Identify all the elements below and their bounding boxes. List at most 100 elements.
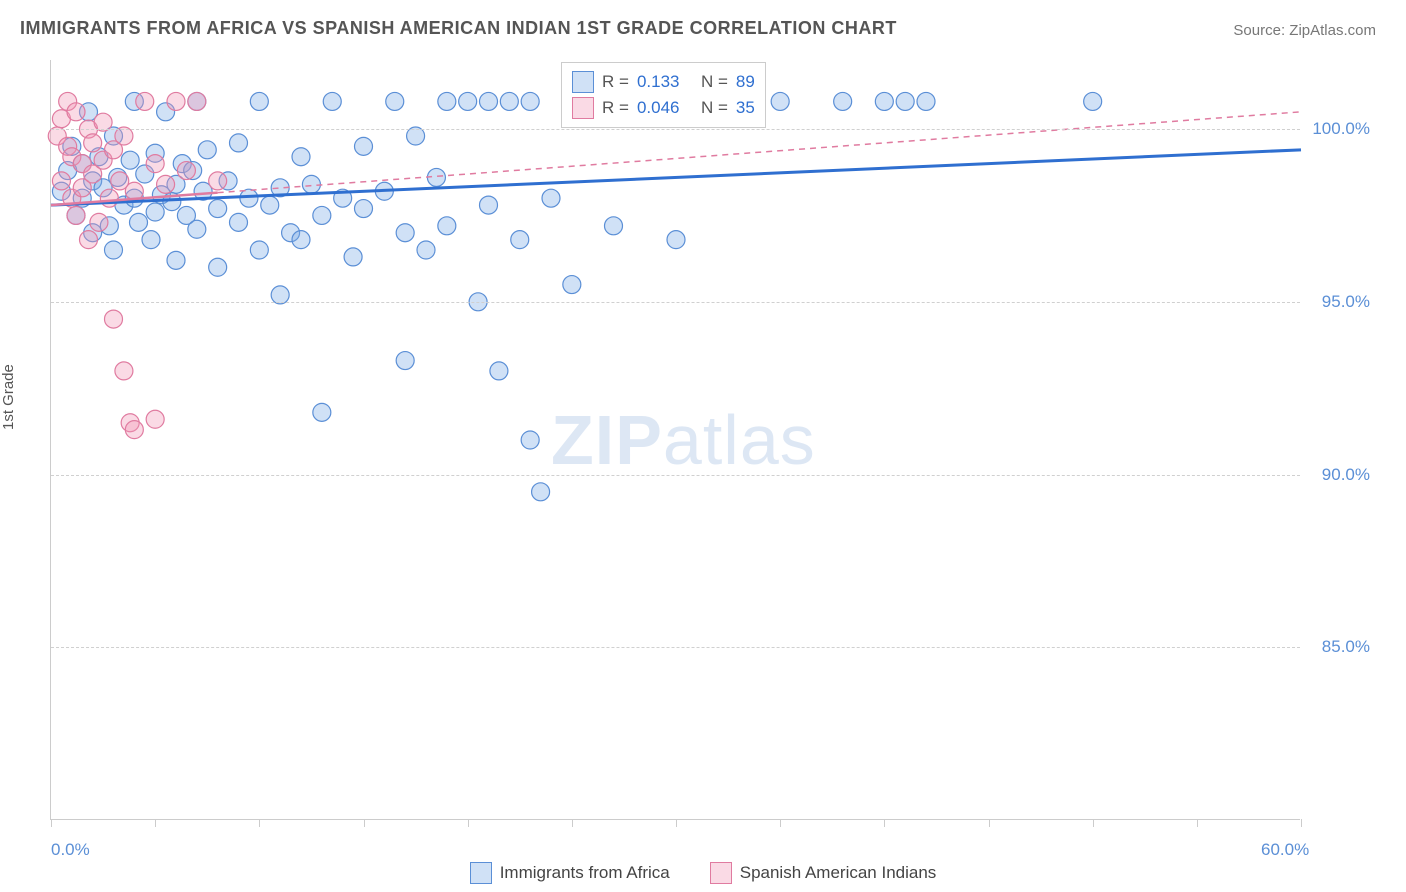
data-point	[521, 92, 539, 110]
data-point	[667, 231, 685, 249]
data-point	[146, 410, 164, 428]
data-point	[417, 241, 435, 259]
x-tick	[259, 819, 260, 827]
data-point	[532, 483, 550, 501]
r-value-1: 0.133	[637, 72, 693, 92]
x-tick	[468, 819, 469, 827]
data-point	[146, 203, 164, 221]
data-point	[563, 276, 581, 294]
x-tick-label: 60.0%	[1261, 840, 1309, 860]
legend-swatch-spanish	[710, 862, 732, 884]
y-tick-label: 100.0%	[1312, 119, 1370, 139]
data-point	[250, 241, 268, 259]
data-point	[230, 213, 248, 231]
x-tick-label: 0.0%	[51, 840, 90, 860]
x-tick	[1093, 819, 1094, 827]
data-point	[188, 92, 206, 110]
data-point	[511, 231, 529, 249]
data-point	[396, 352, 414, 370]
data-point	[480, 196, 498, 214]
r-label-1: R =	[602, 72, 629, 92]
data-point	[84, 134, 102, 152]
source-attribution: Source: ZipAtlas.com	[1233, 22, 1376, 39]
data-point	[313, 206, 331, 224]
y-tick-label: 90.0%	[1322, 465, 1370, 485]
legend-label-africa: Immigrants from Africa	[500, 863, 670, 883]
stats-row-africa: R = 0.133 N = 89	[572, 69, 755, 95]
data-point	[67, 103, 85, 121]
data-point	[355, 137, 373, 155]
data-point	[157, 175, 175, 193]
legend-label-spanish: Spanish American Indians	[740, 863, 937, 883]
x-tick	[572, 819, 573, 827]
x-tick	[989, 819, 990, 827]
data-point	[230, 134, 248, 152]
n-label-2: N =	[701, 98, 728, 118]
plot-area: ZIPatlas R = 0.133 N = 89 R = 0.046 N = …	[50, 60, 1300, 820]
data-point	[875, 92, 893, 110]
x-tick	[884, 819, 885, 827]
data-point	[542, 189, 560, 207]
grid-line	[51, 647, 1300, 648]
n-value-2: 35	[736, 98, 755, 118]
data-point	[90, 213, 108, 231]
data-point	[355, 200, 373, 218]
grid-line	[51, 302, 1300, 303]
data-point	[52, 172, 70, 190]
data-point	[125, 421, 143, 439]
data-point	[209, 258, 227, 276]
swatch-spanish	[572, 97, 594, 119]
legend-item-spanish: Spanish American Indians	[710, 862, 937, 884]
data-point	[198, 141, 216, 159]
watermark-light: atlas	[663, 401, 816, 479]
data-point	[459, 92, 477, 110]
data-point	[121, 151, 139, 169]
data-point	[80, 231, 98, 249]
data-point	[209, 172, 227, 190]
data-point	[115, 362, 133, 380]
data-point	[167, 251, 185, 269]
r-label-2: R =	[602, 98, 629, 118]
data-point	[771, 92, 789, 110]
data-point	[209, 200, 227, 218]
trend-line	[51, 150, 1301, 205]
data-point	[100, 189, 118, 207]
y-axis-label: 1st Grade	[0, 364, 17, 430]
watermark-bold: ZIP	[551, 401, 663, 479]
x-tick	[155, 819, 156, 827]
data-point	[344, 248, 362, 266]
data-point	[105, 310, 123, 328]
data-point	[146, 155, 164, 173]
data-point	[240, 189, 258, 207]
data-point	[323, 92, 341, 110]
data-point	[261, 196, 279, 214]
n-label-1: N =	[701, 72, 728, 92]
data-point	[302, 175, 320, 193]
data-point	[136, 92, 154, 110]
data-point	[500, 92, 518, 110]
data-point	[834, 92, 852, 110]
x-tick	[1301, 819, 1302, 827]
x-tick	[364, 819, 365, 827]
source-prefix: Source:	[1233, 22, 1289, 39]
data-point	[292, 148, 310, 166]
r-value-2: 0.046	[637, 98, 693, 118]
data-point	[167, 92, 185, 110]
y-tick-label: 95.0%	[1322, 292, 1370, 312]
x-tick	[1197, 819, 1198, 827]
data-point	[438, 217, 456, 235]
data-point	[250, 92, 268, 110]
data-point	[105, 241, 123, 259]
x-tick	[676, 819, 677, 827]
data-point	[396, 224, 414, 242]
data-point	[142, 231, 160, 249]
data-point	[480, 92, 498, 110]
data-point	[292, 231, 310, 249]
data-point	[605, 217, 623, 235]
grid-line	[51, 129, 1300, 130]
data-point	[386, 92, 404, 110]
data-point	[1084, 92, 1102, 110]
data-point	[521, 431, 539, 449]
source-name: ZipAtlas.com	[1289, 22, 1376, 39]
stats-row-spanish: R = 0.046 N = 35	[572, 95, 755, 121]
